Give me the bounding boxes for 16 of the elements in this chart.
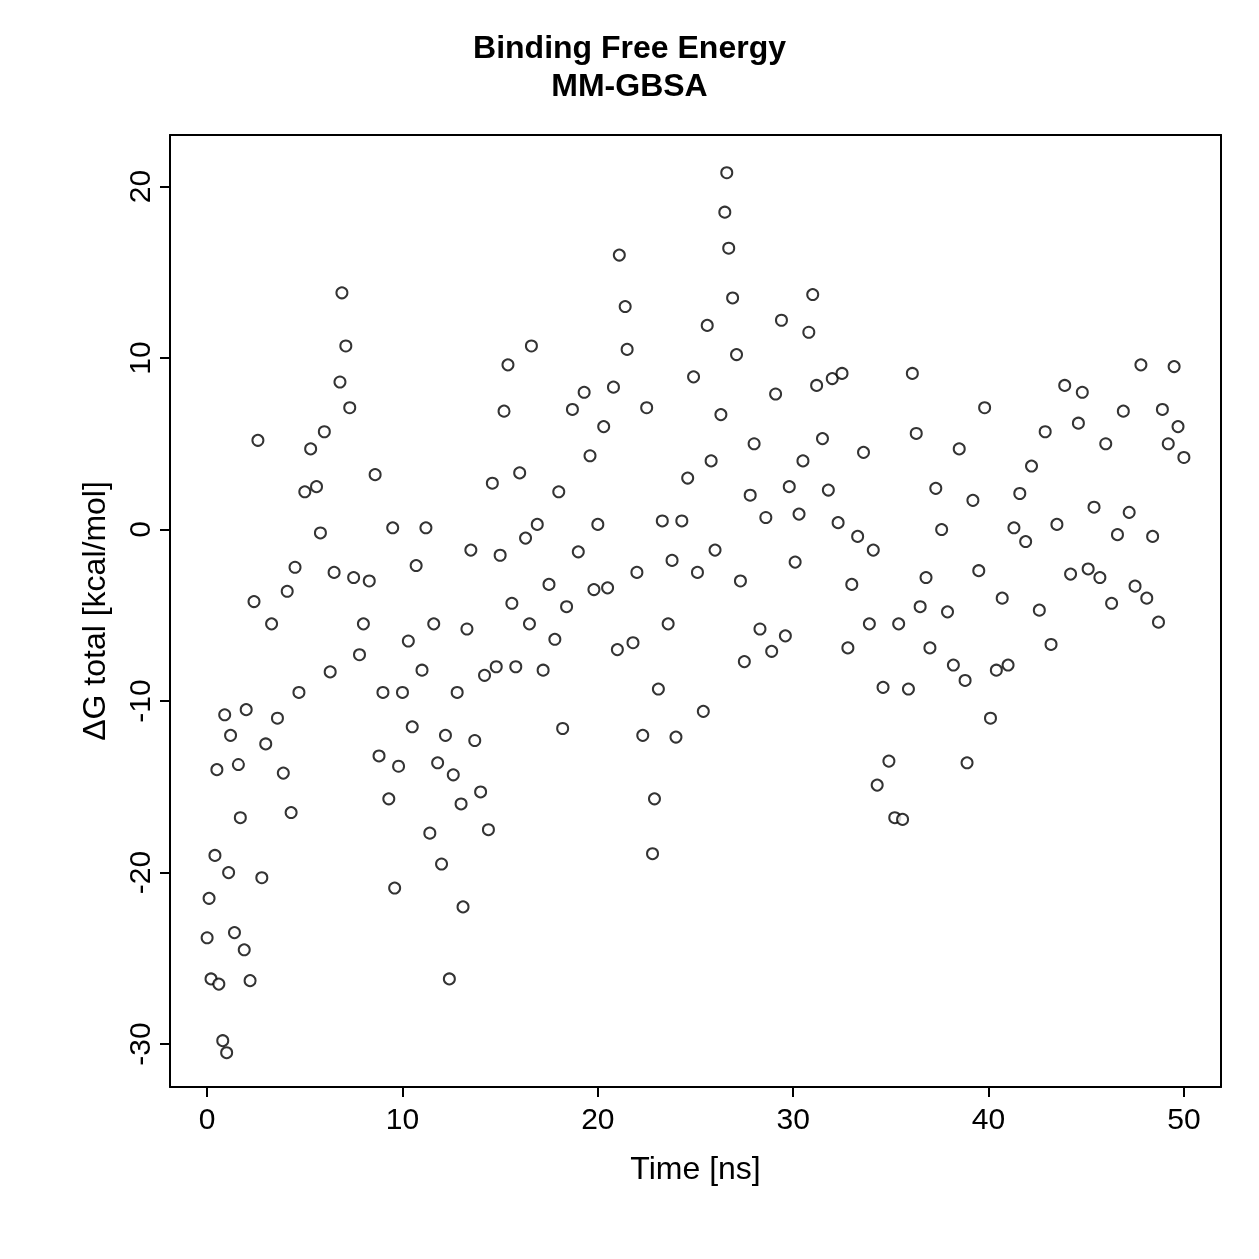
x-tick-label: 0 xyxy=(198,1101,216,1135)
x-axis-title: Time [ns] xyxy=(630,1150,761,1186)
x-tick-label: 40 xyxy=(971,1101,1006,1135)
y-tick-label: 20 xyxy=(122,169,156,204)
y-tick-label: -10 xyxy=(122,679,156,723)
chart-subtitle: MM-GBSA xyxy=(551,67,708,103)
y-axis-title: ΔG total [kcal/mol] xyxy=(76,481,112,741)
x-tick-label: 20 xyxy=(581,1101,615,1135)
chart-title: Binding Free Energy xyxy=(473,29,787,65)
y-tick-label: 0 xyxy=(122,521,156,538)
x-tick-label: 50 xyxy=(1167,1101,1201,1135)
y-tick-label: -30 xyxy=(122,1022,156,1066)
x-tick-label: 10 xyxy=(385,1101,420,1135)
y-tick-label: -20 xyxy=(122,850,156,895)
x-tick-label: 30 xyxy=(776,1101,810,1135)
y-tick-label: 10 xyxy=(122,341,156,375)
